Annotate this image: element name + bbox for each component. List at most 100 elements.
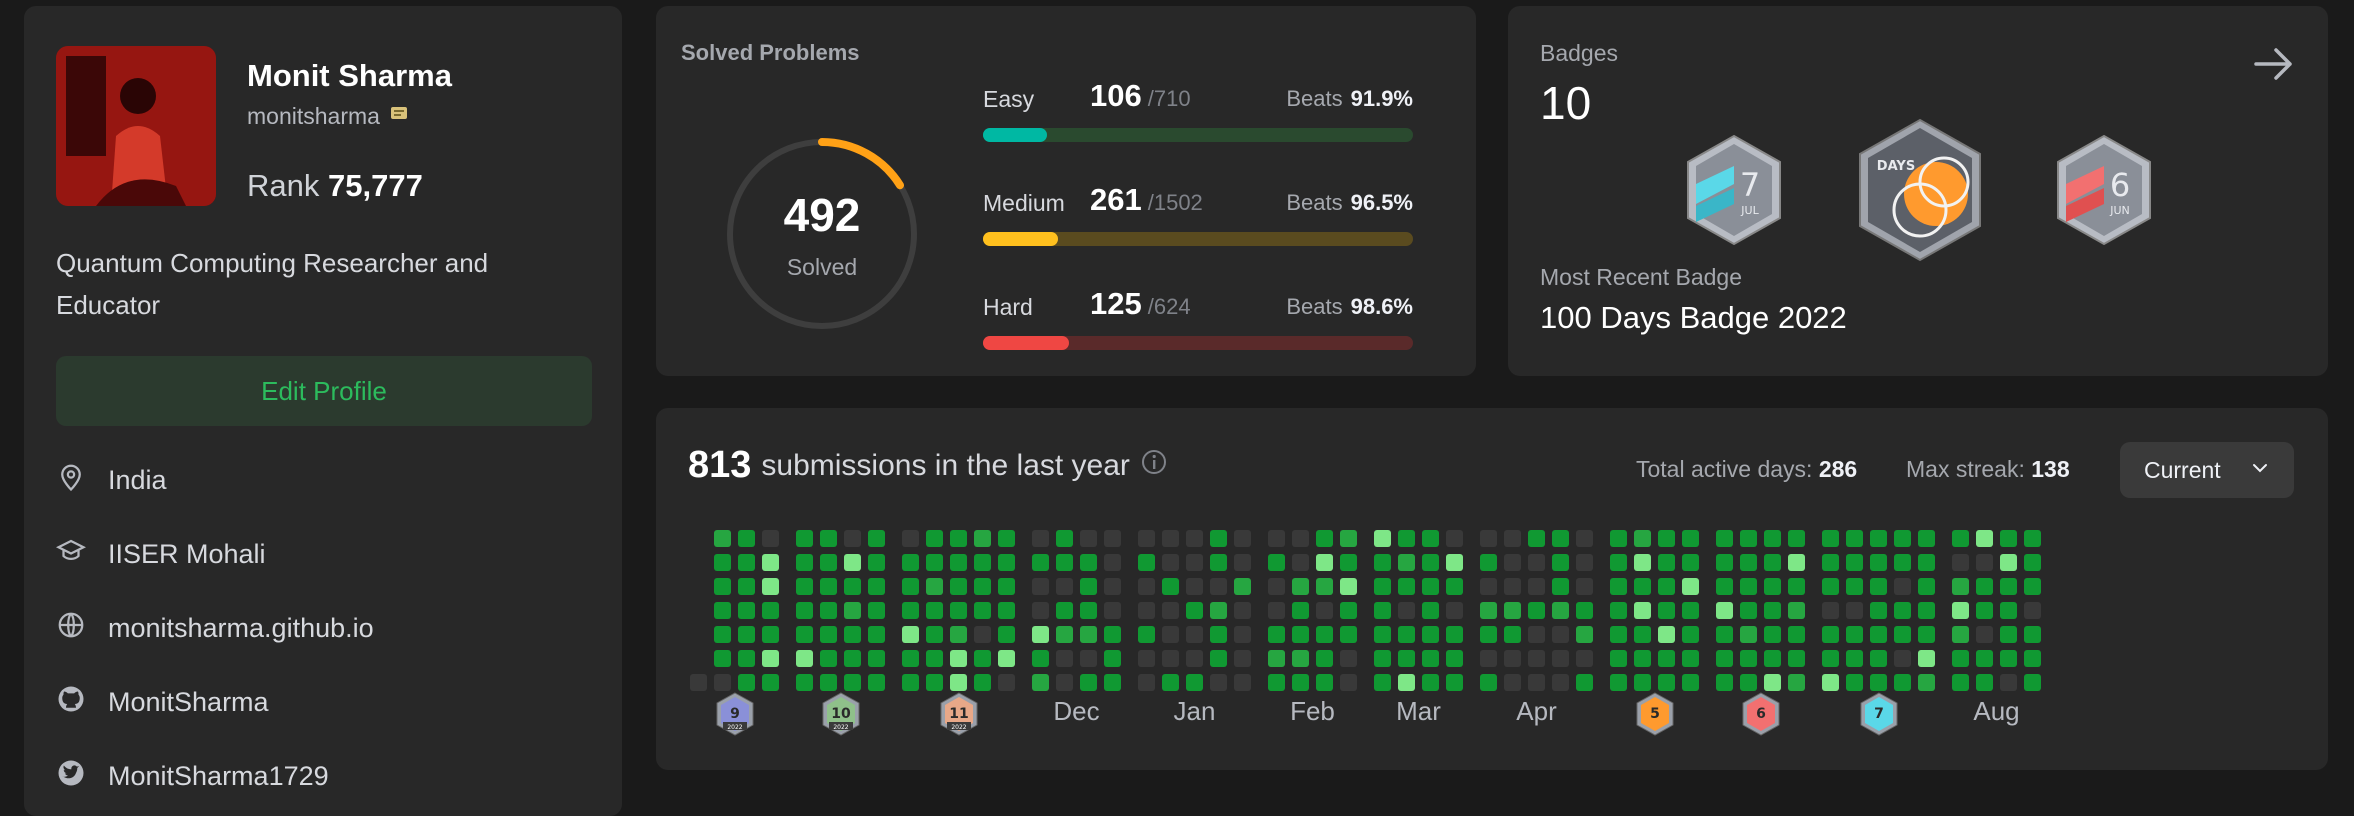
heatmap-cell[interactable] [1032,602,1049,619]
avatar[interactable] [56,46,216,206]
heatmap-cell[interactable] [1374,530,1391,547]
heatmap-cell[interactable] [1316,650,1333,667]
heatmap-cell[interactable] [1056,578,1073,595]
heatmap-cell[interactable] [1234,626,1251,643]
heatmap-cell[interactable] [868,674,885,691]
heatmap-cell[interactable] [1576,578,1593,595]
heatmap-cell[interactable] [1764,674,1781,691]
heatmap-cell[interactable] [844,530,861,547]
heatmap-cell[interactable] [714,602,731,619]
heatmap-cell[interactable] [1870,554,1887,571]
heatmap-cell[interactable] [1504,554,1521,571]
heatmap-cell[interactable] [1340,674,1357,691]
heatmap-cell[interactable] [1894,554,1911,571]
heatmap-cell[interactable] [1080,530,1097,547]
heatmap-cell[interactable] [1032,650,1049,667]
heatmap-cell[interactable] [1316,602,1333,619]
heatmap-cell[interactable] [762,578,779,595]
heatmap-cell[interactable] [1480,674,1497,691]
heatmap-cell[interactable] [1870,530,1887,547]
heatmap-cell[interactable] [1032,554,1049,571]
heatmap-cell[interactable] [762,650,779,667]
heatmap-cell[interactable] [868,554,885,571]
heatmap-cell[interactable] [1822,602,1839,619]
heatmap-cell[interactable] [1422,578,1439,595]
heatmap-cell[interactable] [1576,626,1593,643]
heatmap-cell[interactable] [1422,674,1439,691]
heatmap-cell[interactable] [738,674,755,691]
month-badge-icon[interactable]: 9 2022 [715,692,755,741]
heatmap-cell[interactable] [1846,602,1863,619]
heatmap-cell[interactable] [1268,626,1285,643]
heatmap-cell[interactable] [1162,602,1179,619]
heatmap-cell[interactable] [1788,626,1805,643]
heatmap-cell[interactable] [1480,578,1497,595]
heatmap-cell[interactable] [1162,530,1179,547]
heatmap-cell[interactable] [844,626,861,643]
heatmap-cell[interactable] [2000,650,2017,667]
heatmap-cell[interactable] [820,650,837,667]
heatmap-cell[interactable] [1788,578,1805,595]
github-row[interactable]: MonitSharma [56,684,269,721]
heatmap-cell[interactable] [1846,650,1863,667]
heatmap-cell[interactable] [1610,578,1627,595]
heatmap-cell[interactable] [1316,674,1333,691]
heatmap-cell[interactable] [820,554,837,571]
heatmap-cell[interactable] [950,650,967,667]
heatmap-cell[interactable] [1104,650,1121,667]
heatmap-cell[interactable] [1918,602,1935,619]
heatmap-cell[interactable] [1552,650,1569,667]
heatmap-cell[interactable] [1268,602,1285,619]
heatmap-cell[interactable] [1716,626,1733,643]
heatmap-cell[interactable] [998,650,1015,667]
heatmap-cell[interactable] [1610,626,1627,643]
twitter-row[interactable]: MonitSharma1729 [56,758,329,795]
heatmap-cell[interactable] [796,602,813,619]
heatmap-cell[interactable] [974,626,991,643]
heatmap-cell[interactable] [1822,530,1839,547]
heatmap-cell[interactable] [1552,530,1569,547]
heatmap-cell[interactable] [796,674,813,691]
heatmap-cell[interactable] [1504,578,1521,595]
heatmap-cell[interactable] [762,530,779,547]
heatmap-cell[interactable] [2000,626,2017,643]
heatmap-cell[interactable] [1080,602,1097,619]
heatmap-cell[interactable] [1634,626,1651,643]
heatmap-cell[interactable] [1528,674,1545,691]
heatmap-cell[interactable] [1634,554,1651,571]
heatmap-cell[interactable] [1374,554,1391,571]
heatmap-cell[interactable] [2000,602,2017,619]
heatmap-cell[interactable] [1976,554,1993,571]
heatmap-cell[interactable] [902,578,919,595]
heatmap-cell[interactable] [1186,554,1203,571]
heatmap-cell[interactable] [1576,674,1593,691]
heatmap-cell[interactable] [1210,674,1227,691]
heatmap-cell[interactable] [1398,674,1415,691]
heatmap-cell[interactable] [820,578,837,595]
heatmap-cell[interactable] [974,602,991,619]
heatmap-cell[interactable] [1740,602,1757,619]
heatmap-cell[interactable] [974,530,991,547]
heatmap-cell[interactable] [1398,530,1415,547]
heatmap-cell[interactable] [1658,602,1675,619]
heatmap-cell[interactable] [1316,626,1333,643]
heatmap-cell[interactable] [868,530,885,547]
heatmap-cell[interactable] [1374,578,1391,595]
heatmap-cell[interactable] [762,602,779,619]
heatmap-cell[interactable] [738,554,755,571]
heatmap-cell[interactable] [820,530,837,547]
heatmap-cell[interactable] [1032,674,1049,691]
heatmap-cell[interactable] [902,602,919,619]
heatmap-cell[interactable] [1976,578,1993,595]
heatmap-cell[interactable] [1234,674,1251,691]
heatmap-cell[interactable] [1682,602,1699,619]
heatmap-cell[interactable] [1764,530,1781,547]
heatmap-cell[interactable] [1658,530,1675,547]
heatmap-cell[interactable] [1894,626,1911,643]
heatmap-cell[interactable] [1292,578,1309,595]
heatmap-cell[interactable] [1658,674,1675,691]
heatmap-cell[interactable] [950,530,967,547]
heatmap-cell[interactable] [1528,530,1545,547]
heatmap-cell[interactable] [1210,578,1227,595]
heatmap-cell[interactable] [1292,674,1309,691]
